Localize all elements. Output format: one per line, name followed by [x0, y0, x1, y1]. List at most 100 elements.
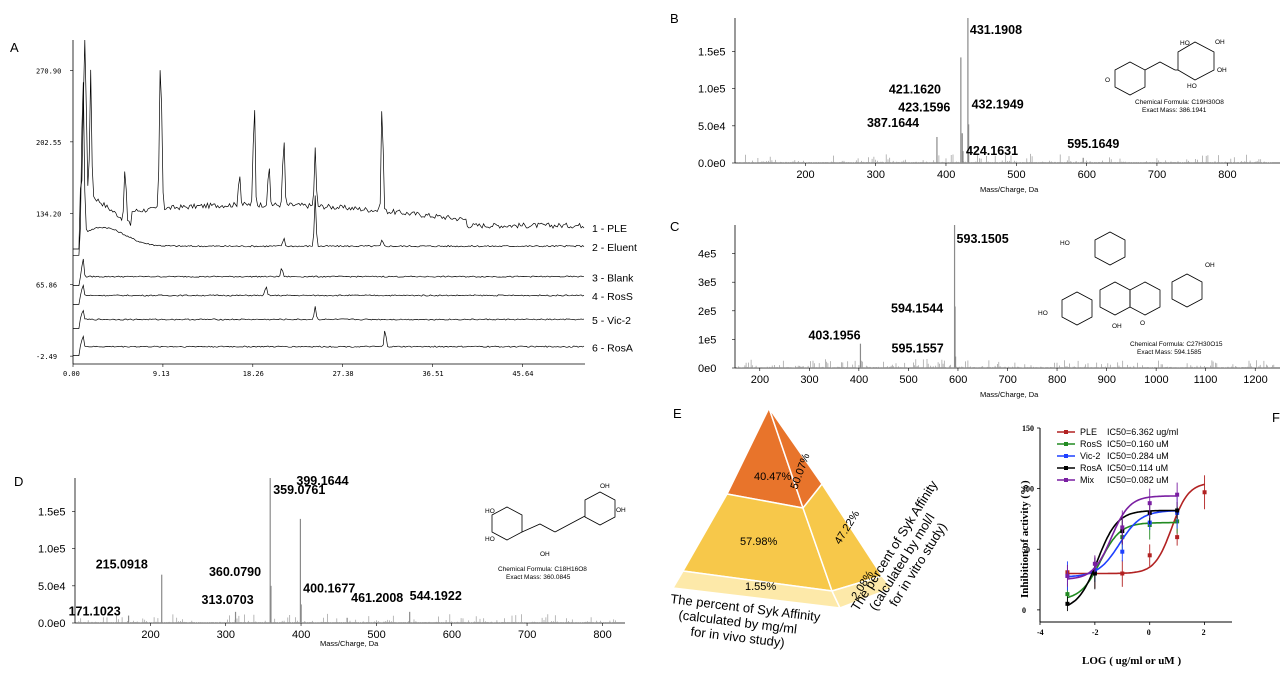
dose-ylabel: Inhibition of activity (%) — [1019, 480, 1031, 598]
ms-ytick-label: 3e5 — [698, 277, 716, 289]
ms-xtick-label: 600 — [1078, 169, 1096, 181]
legend-name: Mix — [1080, 475, 1094, 485]
trace-label-5: 5 - Vic-2 — [592, 315, 631, 327]
ms-peak-label: 424.1631 — [966, 144, 1018, 158]
chromatogram-trace-1 — [73, 39, 585, 250]
chromatogram-trace-6 — [73, 330, 585, 356]
ms-ytick-label: 1.0e5 — [698, 84, 726, 96]
structure-c: OH OH O HO HO — [1038, 231, 1215, 330]
ms-xtick-label: 200 — [751, 374, 769, 386]
ms-xtick-label: 400 — [850, 374, 868, 386]
dose-point — [1175, 508, 1180, 513]
compound-b-formula: Chemical Formula: C19H30O8 — [1135, 99, 1224, 106]
svg-text:HO: HO — [1180, 40, 1190, 47]
ms-peak-label: 215.0918 — [96, 558, 148, 572]
legend-marker — [1064, 454, 1068, 458]
panel-label-e: E — [673, 406, 682, 421]
legend-name: PLE — [1080, 427, 1097, 437]
structure-d: HO HO OH OH OH — [485, 483, 626, 558]
ms-xtick-label: 700 — [518, 629, 536, 641]
ms-xtick-label: 600 — [443, 629, 461, 641]
chromatogram-trace-5 — [73, 306, 585, 329]
dose-curve-ple — [1067, 483, 1205, 575]
svg-text:OH: OH — [1112, 323, 1122, 330]
ms-peak-label: 595.1649 — [1067, 137, 1119, 151]
panel-label-c: C — [670, 219, 679, 234]
ms-ytick-label: 1e5 — [698, 334, 716, 346]
chromatogram-trace-3 — [73, 258, 584, 286]
ms-xtick-label: 900 — [1098, 374, 1116, 386]
legend-marker — [1064, 478, 1068, 482]
ms-xtick-label: 200 — [796, 169, 814, 181]
ms-peak-label: 387.1644 — [867, 116, 919, 130]
svg-text:OH: OH — [600, 483, 610, 490]
ms-ytick-label: 1.0e5 — [38, 544, 66, 556]
legend-marker — [1064, 430, 1068, 434]
ms-ytick-label: 1.5e5 — [38, 506, 66, 518]
a-xtick-label: 45.64 — [512, 370, 533, 378]
svg-text:OH: OH — [1215, 39, 1225, 46]
ms-xtick-label: 800 — [593, 629, 611, 641]
ms-ytick-label: 0e0 — [698, 363, 716, 375]
legend-ic50: IC50=0.114 uM — [1107, 463, 1168, 473]
trace-label-2: 2 - Eluent — [592, 242, 637, 254]
dose-point — [1147, 501, 1152, 506]
svg-text:HO: HO — [1038, 310, 1048, 317]
ms-peak-label: 432.1949 — [972, 97, 1024, 111]
f-xtick-label: -2 — [1092, 628, 1099, 637]
svg-text:HO: HO — [1060, 240, 1070, 247]
ms-xtick-label: 800 — [1218, 169, 1236, 181]
svg-text:HO: HO — [485, 508, 495, 515]
ms-peak-label: 594.1544 — [891, 302, 943, 316]
ms-ytick-label: 0.0e0 — [698, 158, 726, 170]
ms-peak-label: 313.0703 — [202, 593, 254, 607]
ms-xtick-label: 500 — [1007, 169, 1025, 181]
ms-noise — [78, 613, 616, 623]
compound-d-mass: Exact Mass: 360.0845 — [506, 574, 571, 581]
legend-name: RosA — [1080, 463, 1102, 473]
a-ytick-label: 65.86 — [36, 282, 57, 290]
affinity-pyramid: 40.47% 57.98% 1.55% 50.07% 47.22% 2.08% … — [670, 406, 950, 650]
panel-label-b: B — [670, 11, 679, 26]
ms-xtick-label: 700 — [1148, 169, 1166, 181]
ms-ytick-label: 5.0e4 — [38, 581, 66, 593]
svg-text:HO: HO — [485, 536, 495, 543]
dose-point — [1120, 525, 1125, 530]
trace-label-3: 3 - Blank — [592, 272, 634, 284]
dose-point — [1065, 601, 1070, 606]
pyramid-left-top-value: 40.47% — [754, 471, 792, 483]
f-ytick-label: 100 — [1022, 485, 1034, 494]
dose-point — [1175, 535, 1180, 540]
svg-text:OH: OH — [1205, 262, 1215, 269]
pyramid-right-base — [830, 575, 894, 609]
ms-b-xlabel: Mass/Charge, Da — [980, 185, 1039, 194]
a-ytick-label: 270.90 — [36, 67, 61, 75]
ms-ytick-label: 2e5 — [698, 306, 716, 318]
svg-text:O: O — [1140, 320, 1145, 327]
dose-point — [1202, 490, 1207, 495]
ms-xtick-label: 800 — [1048, 374, 1066, 386]
ms-c-xlabel: Mass/Charge, Da — [980, 390, 1039, 399]
svg-text:OH: OH — [1217, 67, 1227, 74]
legend-marker — [1064, 442, 1068, 446]
dose-xlabel: LOG ( ug/ml or uM ) — [1082, 655, 1181, 667]
ms-xtick-label: 300 — [217, 629, 235, 641]
legend-marker — [1064, 466, 1068, 470]
svg-text:OH: OH — [616, 507, 626, 514]
f-xtick-label: 0 — [1147, 628, 1151, 637]
ms-xtick-label: 500 — [367, 629, 385, 641]
legend-name: RosS — [1080, 439, 1102, 449]
legend-name: Vic-2 — [1080, 451, 1100, 461]
pyramid-left-base-value: 1.55% — [745, 581, 776, 593]
ms-peak-label: 593.1505 — [957, 232, 1009, 246]
ms-xtick-label: 1200 — [1243, 374, 1267, 386]
dose-point — [1092, 561, 1097, 566]
chromatogram-panel: -2.49 65.86 134.20 202.55 270.90 0.00 9.13 18.… — [36, 39, 637, 378]
a-ytick-label: 134.20 — [36, 210, 61, 218]
ms-xtick-label: 300 — [800, 374, 818, 386]
ms-noise — [737, 359, 1275, 368]
ms-spectrum-b: 200 300 400 500 600 700 800 0.0e0 5.0e4 1.0e5 1.5e… — [698, 18, 1280, 194]
ms-d-xlabel: Mass/Charge, Da — [320, 639, 379, 648]
ms-peak-label: 399.1644 — [296, 474, 348, 488]
a-ytick-label: 202.55 — [36, 139, 61, 147]
